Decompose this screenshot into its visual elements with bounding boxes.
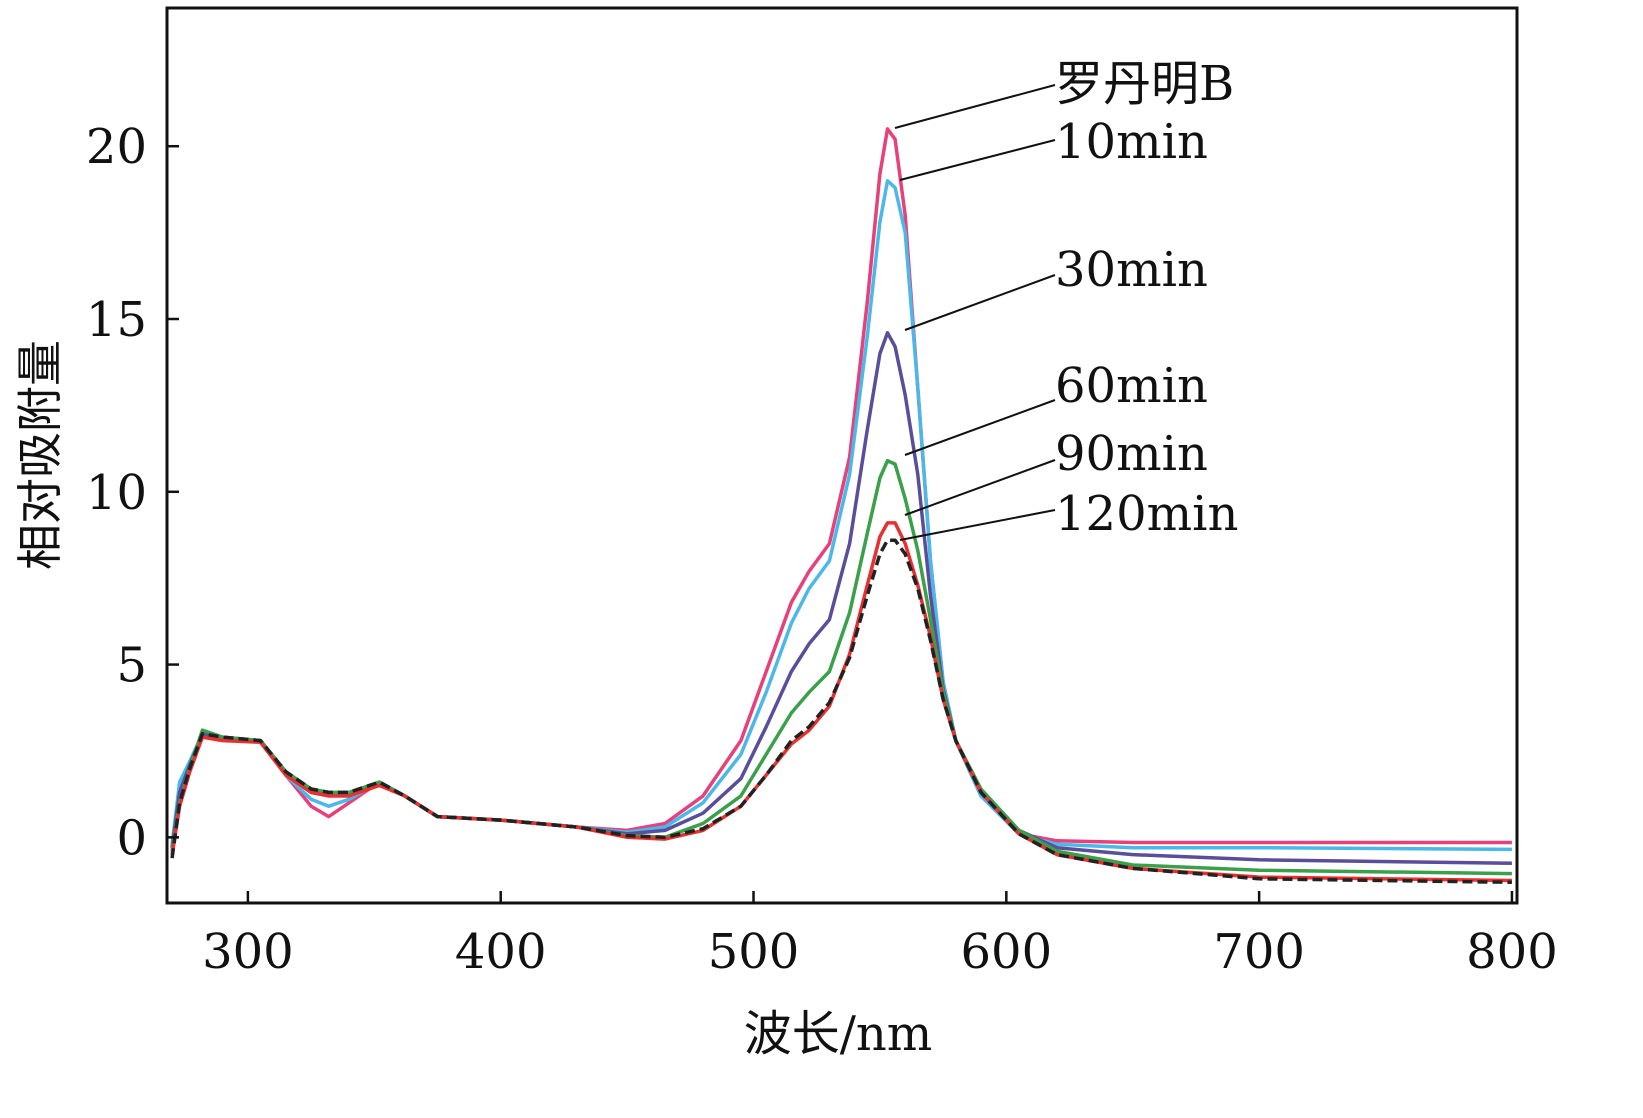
annotation-label: 120min [1055,486,1238,542]
x-axis-label: 波长/nm [744,1006,933,1062]
y-tick-label: 10 [86,465,147,521]
annotation-label: 60min [1055,358,1208,414]
x-tick-label: 500 [708,924,800,980]
annotation-leader-line [899,509,1056,541]
y-tick-label: 20 [86,119,147,175]
series-line-120min [170,538,1512,885]
x-tick-label: 300 [202,924,294,980]
annotation-leader-line [899,139,1056,181]
annotation-label: 90min [1055,426,1208,482]
y-axis-label: 相对吸附量 [13,340,67,570]
annotation-leader-line [904,399,1056,456]
series-line-60min [170,458,1512,876]
x-tick-label: 700 [1213,924,1305,980]
series-line-10min [170,179,1512,852]
x-tick-label: 600 [961,924,1053,980]
annotation-leader-line [904,459,1056,516]
plot-frame [165,6,1519,905]
x-tick-label: 800 [1466,924,1558,980]
y-tick-label: 15 [86,292,147,348]
annotation-label: 罗丹明B [1055,56,1234,112]
annotation-leader-line [894,84,1056,129]
y-tick-label: 5 [116,638,147,694]
ticks-layer: 300 400 500 600 700 800 0 5 10 15 20 [86,119,1558,980]
series-line-罗丹明B [170,127,1512,848]
y-tick-label: 0 [116,810,147,866]
series-layer [170,127,1512,885]
x-tick-label: 400 [455,924,547,980]
annotation-leader-line [904,274,1056,331]
annotation-label: 10min [1055,114,1208,170]
annotation-label: 30min [1055,242,1208,298]
